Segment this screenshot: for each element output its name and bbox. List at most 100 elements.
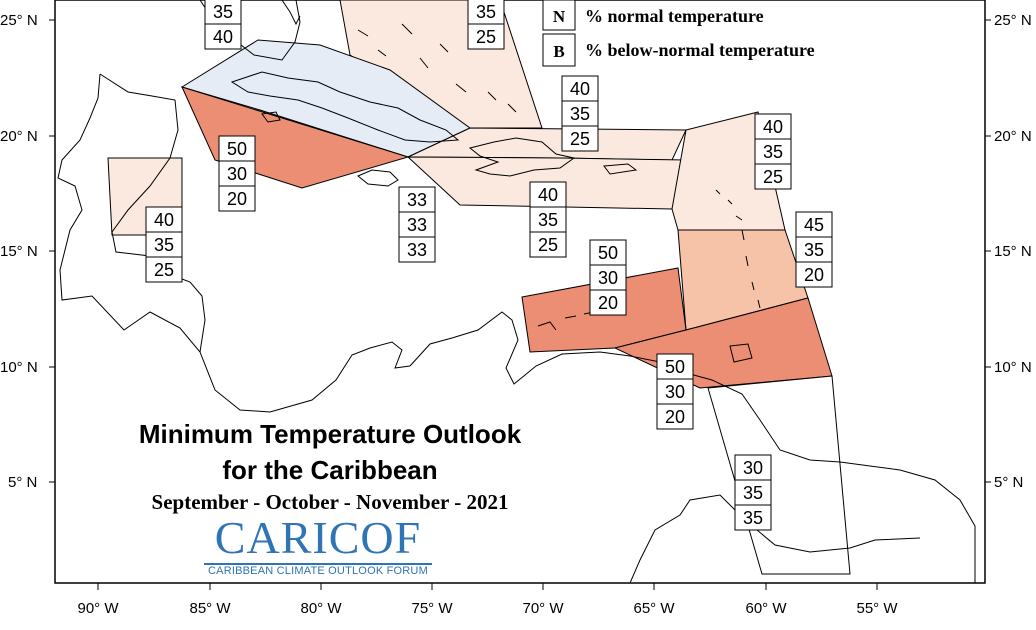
prob-cell-cuba-1 xyxy=(204,0,242,25)
prob-cell-jamaica-2 xyxy=(398,236,436,263)
south-america-interior xyxy=(629,494,921,584)
trinidad-outline xyxy=(729,343,753,363)
prob-cell-guianas-2 xyxy=(734,504,772,531)
hispaniola-outline xyxy=(468,137,576,177)
prob-value-jamaica-0: 33 xyxy=(407,190,427,210)
lon-label-75w: 75° W xyxy=(411,600,453,617)
prob-value-jamaica-2: 33 xyxy=(407,240,427,260)
logo-underline xyxy=(204,563,432,565)
prob-value-belize-0: 40 xyxy=(154,210,174,230)
prob-cell-windward-islands-2 xyxy=(795,261,833,288)
bahamas-islands xyxy=(357,23,517,113)
prob-value-windward-islands-0: 45 xyxy=(804,215,824,235)
prob-value-guianas-0: 30 xyxy=(743,458,763,478)
prob-value-leeward-islands-1: 35 xyxy=(763,142,783,162)
prob-cell-belize-1 xyxy=(145,231,183,258)
prob-cell-leeward-islands-0 xyxy=(754,113,792,140)
caricof-logo: CARICOF CARIBBEAN CLIMATE OUTLOOK FORUM xyxy=(200,513,436,581)
prob-cell-cayman-jamaica-sea-2 xyxy=(218,185,256,212)
prob-value-belize-2: 25 xyxy=(154,260,174,280)
prob-value-turks-caicos-2: 25 xyxy=(570,129,590,149)
prob-cell-windward-islands-0 xyxy=(795,211,833,238)
prob-cell-turks-caicos-0 xyxy=(561,75,599,102)
lon-label-80w: 80° W xyxy=(300,600,342,617)
prob-value-abc-islands-0: 50 xyxy=(598,243,618,263)
map-title-line2: for the Caribbean xyxy=(222,455,438,485)
legend-key-n-box xyxy=(542,0,576,31)
prob-value-trinidad-tobago-0: 50 xyxy=(665,357,685,377)
lat-label-10-right: 10° N xyxy=(994,359,1032,376)
lat-label-20-left: 20° N xyxy=(0,128,38,145)
lat-label-10-left: 10° N xyxy=(0,359,38,376)
lat-label-20-right: 20° N xyxy=(994,128,1032,145)
lat-label-15-right: 15° N xyxy=(994,243,1032,260)
yucatan-central-america-coast xyxy=(57,73,411,413)
lon-label-65w: 65° W xyxy=(633,600,675,617)
jamaica-outline xyxy=(357,169,399,187)
legend-desc-n: % normal temperature xyxy=(585,6,764,26)
prob-cell-bahamas-2 xyxy=(467,23,505,50)
isla-juventud xyxy=(261,111,281,123)
prob-value-bahamas-1: 35 xyxy=(476,2,496,22)
prob-cell-cayman-jamaica-sea-1 xyxy=(218,160,256,187)
prob-cell-turks-caicos-2 xyxy=(561,125,599,152)
prob-cell-guianas-0 xyxy=(734,454,772,481)
puerto-rico-outline xyxy=(603,163,638,175)
prob-value-hispaniola-pr-1: 35 xyxy=(538,210,558,230)
prob-cell-leeward-islands-2 xyxy=(754,163,792,190)
prob-value-jamaica-1: 33 xyxy=(407,215,427,235)
lon-label-85w: 85° W xyxy=(189,600,231,617)
florida-tip xyxy=(281,0,301,26)
prob-value-turks-caicos-0: 40 xyxy=(570,79,590,99)
region-cuba xyxy=(180,39,471,158)
prob-value-windward-islands-2: 20 xyxy=(804,265,824,285)
prob-value-cuba-1: 35 xyxy=(213,2,233,22)
prob-value-leeward-islands-0: 40 xyxy=(763,117,783,137)
region-guianas xyxy=(707,375,851,575)
prob-cell-trinidad-tobago-0 xyxy=(656,353,694,380)
map-subtitle: September - October - November - 2021 xyxy=(151,490,509,514)
prob-value-cuba-2: 40 xyxy=(213,27,233,47)
tick-marks xyxy=(49,19,991,590)
lat-label-25-left: 25° N xyxy=(0,12,38,29)
prob-cell-cuba-2 xyxy=(204,23,242,50)
probability-boxes: 40 35 25 25 35 40 50 30 20 40 35 25 33 33 33 40 35 25 40 35… xyxy=(145,0,833,531)
prob-value-bahamas-2: 25 xyxy=(476,27,496,47)
lat-label-25-right: 25° N xyxy=(994,12,1032,29)
prob-cell-trinidad-tobago-2 xyxy=(656,403,694,430)
lat-label-15-left: 15° N xyxy=(0,243,38,260)
prob-value-turks-caicos-1: 35 xyxy=(570,104,590,124)
prob-cell-abc-islands-1 xyxy=(589,264,627,291)
legend-desc-b: % below-normal temperature xyxy=(585,40,815,60)
prob-value-abc-islands-2: 20 xyxy=(598,293,618,313)
prob-value-windward-islands-1: 35 xyxy=(804,240,824,260)
prob-cell-hispaniola-pr-1 xyxy=(529,206,567,233)
prob-cell-abc-islands-2 xyxy=(589,289,627,316)
logo-wordmark: CARICOF xyxy=(214,512,422,563)
prob-cell-hispaniola-pr-0 xyxy=(529,181,567,208)
prob-value-belize-1: 35 xyxy=(154,235,174,255)
logo-tagline: CARIBBEAN CLIMATE OUTLOOK FORUM xyxy=(208,565,428,577)
legend-key-b: B xyxy=(553,42,564,61)
prob-value-trinidad-tobago-1: 30 xyxy=(665,382,685,402)
prob-value-hispaniola-pr-0: 40 xyxy=(538,185,558,205)
prob-cell-belize-2 xyxy=(145,256,183,283)
cuba-outline xyxy=(230,71,460,143)
lon-label-55w: 55° W xyxy=(856,600,898,617)
legend-key-n: N xyxy=(553,7,566,26)
prob-cell-hispaniola-pr-2 xyxy=(529,231,567,258)
prob-value-guianas-2: 35 xyxy=(743,508,763,528)
legend: N % normal temperature B % below-normal … xyxy=(542,0,815,67)
prob-cell-trinidad-tobago-1 xyxy=(656,378,694,405)
prob-cell-guianas-1 xyxy=(734,479,772,506)
lesser-antilles-dots xyxy=(715,189,761,309)
lon-label-70w: 70° W xyxy=(522,600,564,617)
prob-value-cayman-jamaica-sea-0: 50 xyxy=(227,139,247,159)
legend-key-b-box xyxy=(542,33,576,67)
lat-label-5-left: 5° N xyxy=(8,474,37,491)
prob-value-abc-islands-1: 30 xyxy=(598,268,618,288)
yucatan-north-coast xyxy=(99,73,206,353)
lon-label-90w: 90° W xyxy=(77,600,119,617)
prob-value-cayman-jamaica-sea-1: 30 xyxy=(227,164,247,184)
